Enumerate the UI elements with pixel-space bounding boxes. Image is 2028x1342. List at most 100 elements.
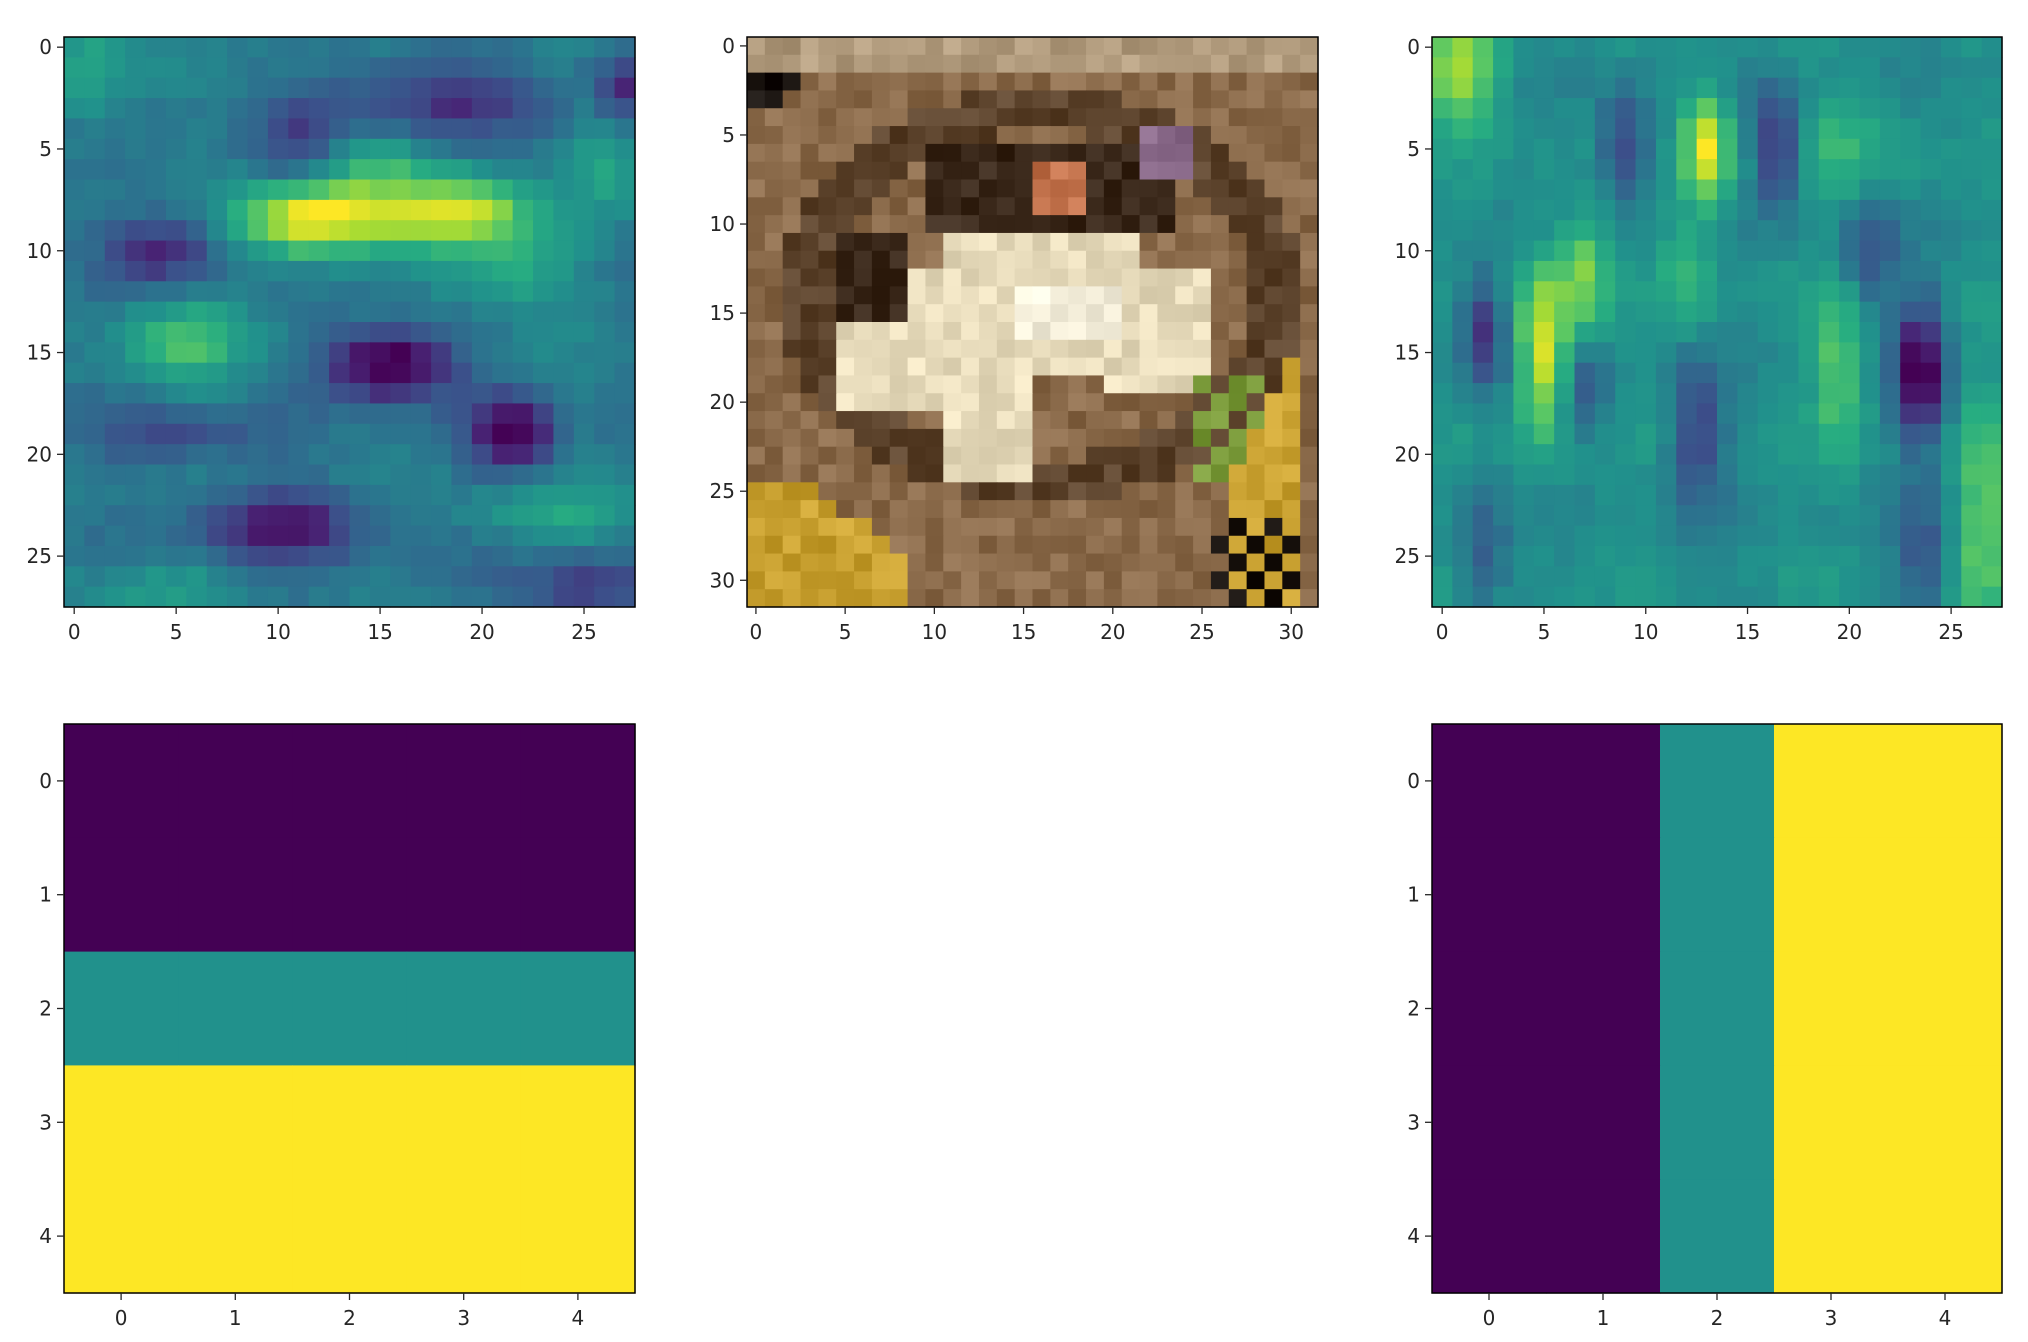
heatmap-cell [1432, 118, 1453, 140]
heatmap-cells [64, 37, 636, 608]
heatmap-cell [1757, 342, 1779, 364]
heatmap-cell [1696, 57, 1718, 79]
heatmap-cell [288, 586, 310, 608]
heatmap-cell [925, 411, 944, 430]
heatmap-cell [871, 126, 891, 145]
heatmap-cell [1264, 553, 1283, 572]
heatmap-cell [308, 301, 330, 323]
heatmap-cell [104, 403, 126, 425]
heatmap-cell [836, 375, 855, 394]
heatmap-cell [1513, 505, 1535, 527]
heatmap-cell [227, 545, 249, 567]
heatmap-cell [512, 77, 534, 99]
heatmap-cell [1900, 505, 1922, 527]
heatmap-cell [145, 464, 167, 486]
heatmap-cell [1139, 571, 1158, 590]
heatmap-cell [1574, 464, 1596, 486]
heatmap-cell [1193, 197, 1212, 216]
heatmap-cell [1615, 362, 1637, 384]
heatmap-cell [1900, 362, 1922, 384]
heatmap-cell [1157, 161, 1176, 181]
heatmap-cell [978, 357, 998, 377]
heatmap-cell [1676, 138, 1698, 160]
heatmap-cells [1432, 724, 2003, 1294]
heatmap-cell [800, 322, 819, 341]
heatmap-cell [747, 517, 766, 537]
heatmap-cell [925, 535, 944, 555]
heatmap-cell [1888, 1179, 2003, 1294]
y-tick-label: 25 [27, 544, 52, 568]
heatmap-cell [1981, 586, 2003, 608]
heatmap-cell [782, 517, 802, 537]
heatmap-cell [1757, 586, 1779, 608]
heatmap-cell [1014, 179, 1034, 198]
heatmap-cell [594, 179, 616, 201]
heatmap-cell [782, 197, 802, 216]
heatmap-cell [1246, 143, 1266, 163]
heatmap-cell [800, 161, 819, 181]
heatmap-cell [1193, 179, 1212, 198]
heatmap-cell [1493, 525, 1515, 547]
heatmap-cell [1157, 179, 1176, 198]
heatmap-cell [782, 232, 802, 252]
heatmap-cell [925, 322, 944, 341]
heatmap-cell [871, 90, 891, 109]
heatmap-cell [1513, 220, 1535, 242]
heatmap-cell [1615, 179, 1637, 201]
heatmap-cell [1121, 268, 1141, 287]
heatmap-cell [1839, 159, 1861, 181]
heatmap-cell [1778, 138, 1800, 160]
heatmap-cell [84, 220, 106, 242]
heatmap-cell [1014, 322, 1034, 341]
heatmap-cell [1432, 77, 1453, 99]
heatmap-cell [1210, 589, 1230, 608]
heatmap-cell [1103, 517, 1123, 537]
heatmap-cell [1533, 464, 1555, 486]
heatmap-cell [1032, 553, 1051, 572]
heatmap-cell [1157, 72, 1176, 92]
heatmap-cell [943, 37, 962, 56]
heatmap-cell [925, 179, 944, 198]
heatmap-cell [512, 423, 534, 445]
heatmap-cell [145, 423, 167, 445]
heatmap-cell [854, 517, 873, 537]
heatmap-cell [573, 484, 595, 506]
heatmap-cell [1452, 444, 1474, 466]
heatmap-cell [1210, 268, 1230, 287]
heatmap-cell [165, 383, 187, 405]
heatmap-cell [573, 159, 595, 181]
heatmap-cell [854, 108, 873, 127]
heatmap-cell [349, 118, 371, 140]
heatmap-cell [782, 482, 802, 501]
heatmap-cell [1086, 54, 1105, 74]
heatmap-cell [854, 268, 873, 287]
heatmap-cell [1839, 118, 1861, 140]
heatmap-cell [288, 505, 310, 527]
heatmap-cell [907, 161, 927, 181]
heatmap-cell [1533, 322, 1555, 343]
heatmap-cell [1246, 553, 1266, 572]
heatmap-cell [104, 118, 126, 140]
heatmap-cell [349, 484, 371, 506]
heatmap-cell [614, 159, 636, 181]
heatmap-cell [1264, 232, 1283, 252]
heatmap-cell [329, 260, 351, 282]
heatmap-cell [1717, 566, 1738, 588]
heatmap-cell [1594, 118, 1616, 140]
heatmap-cell [492, 322, 514, 343]
heatmap-cell [1103, 37, 1123, 56]
heatmap-cell [978, 143, 998, 163]
heatmap-cell [1533, 301, 1555, 323]
heatmap-cell [1032, 197, 1051, 216]
heatmap-cell [1086, 268, 1105, 287]
heatmap-cell [308, 403, 330, 425]
heatmap-cell [1533, 240, 1555, 262]
heatmap-cell [186, 464, 208, 486]
heatmap-cell [308, 138, 330, 160]
heatmap-cell [818, 393, 837, 412]
heatmap-cell [1798, 179, 1820, 201]
heatmap-cell [573, 322, 595, 343]
heatmap-cell [206, 98, 228, 120]
heatmap-cell [614, 383, 636, 405]
heatmap-cell [227, 77, 249, 99]
